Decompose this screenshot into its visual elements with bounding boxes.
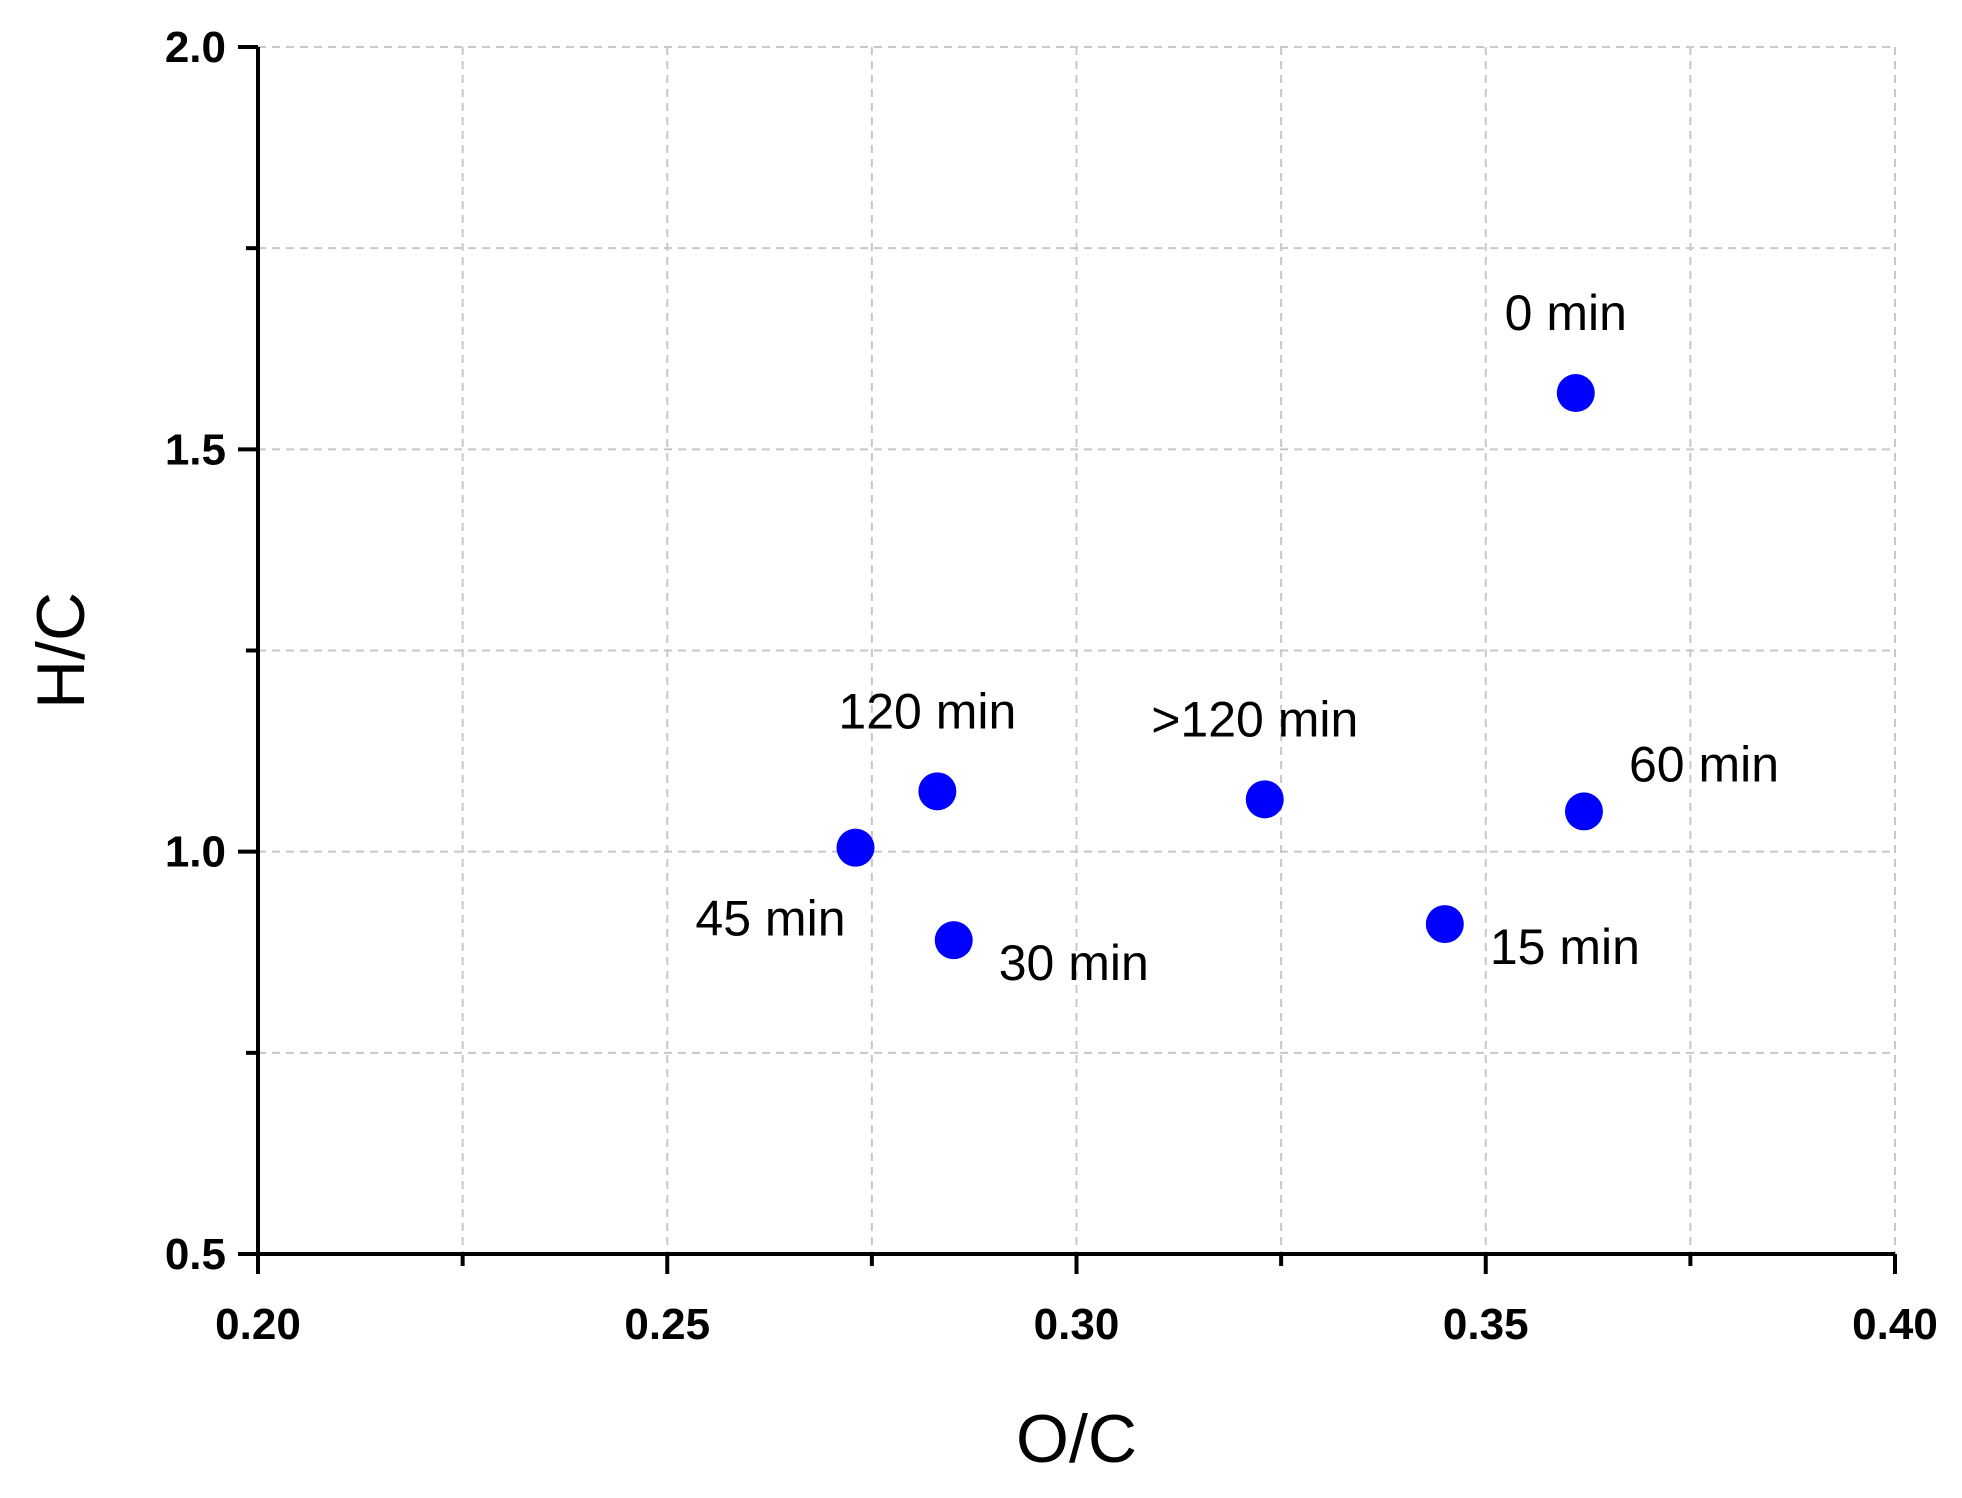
data-point [918, 772, 957, 811]
data-point-label: 30 min [999, 935, 1149, 991]
y-tick-label: 2.0 [165, 23, 226, 72]
ticks [238, 45, 1897, 1274]
grid [258, 46, 1896, 1254]
x-tick-label: 0.35 [1443, 1300, 1529, 1349]
data-point-label: 60 min [1629, 736, 1779, 792]
x-tick-label: 0.20 [215, 1300, 301, 1349]
data-point-label: 15 min [1490, 919, 1640, 975]
data-point [1556, 374, 1595, 413]
data-points [836, 374, 1603, 960]
data-point [1245, 780, 1284, 819]
data-point [934, 921, 973, 960]
x-tick-label: 0.40 [1852, 1300, 1938, 1349]
x-axis-title: O/C [1016, 1401, 1137, 1477]
data-point [836, 828, 875, 867]
y-tick-label: 0.5 [165, 1230, 226, 1279]
data-point-label: 120 min [838, 683, 1016, 739]
data-point-label: >120 min [1151, 691, 1358, 747]
data-point-label: 0 min [1505, 285, 1627, 341]
x-tick-label: 0.25 [624, 1300, 710, 1349]
tick-labels: 0.20 0.25 0.30 0.35 0.40 0.5 1.0 1.5 2.0 [165, 23, 1938, 1349]
y-tick-label: 1.5 [165, 425, 226, 474]
y-tick-label: 1.0 [165, 828, 226, 877]
data-point [1564, 792, 1603, 831]
point-labels: 0 min 15 min 30 min 45 min 60 min 120 min >120… [695, 285, 1779, 991]
x-tick-label: 0.30 [1034, 1300, 1120, 1349]
data-point-label: 45 min [695, 891, 845, 947]
y-axis-title: H/C [23, 592, 99, 709]
data-point [1425, 905, 1464, 944]
